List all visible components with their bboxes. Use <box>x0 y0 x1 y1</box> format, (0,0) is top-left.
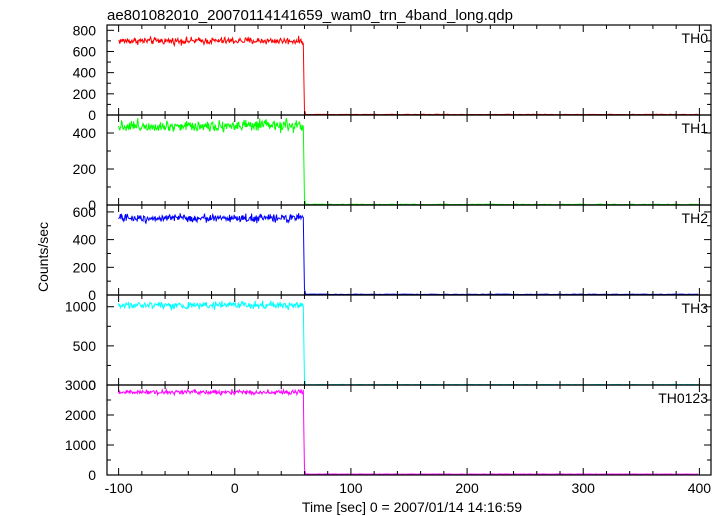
y-tick-label: 400 <box>73 65 97 81</box>
y-tick-label: 0 <box>88 107 96 123</box>
y-tick-label: 400 <box>73 232 97 248</box>
series-line-th2 <box>118 212 699 296</box>
y-tick-label: 500 <box>73 338 97 354</box>
y-axis-label: Counts/sec <box>35 222 51 292</box>
y-tick-label: 200 <box>73 161 97 177</box>
x-tick-label: 400 <box>688 480 712 496</box>
panel-frame <box>106 294 712 386</box>
y-tick-label: 3000 <box>65 377 96 393</box>
y-tick-label: 2000 <box>65 407 96 423</box>
series-line-th1 <box>118 118 699 206</box>
panel-th0123: 0 1000 2000 3000 TH0123 <box>65 377 712 483</box>
x-tick-label: 100 <box>339 480 363 496</box>
y-tick-label: 0 <box>88 197 96 213</box>
panel-th1: 0 200 400 TH1 <box>73 114 712 213</box>
panel-label-th2: TH2 <box>682 210 709 226</box>
y-tick-label: 1000 <box>65 299 96 315</box>
y-tick-label: 1000 <box>65 437 96 453</box>
x-tick-label: 200 <box>455 480 479 496</box>
panel-label-th0: TH0 <box>682 30 709 46</box>
y-tick-label: 600 <box>73 43 97 59</box>
panel-th2: 0 200 400 600 TH2 <box>73 204 712 303</box>
series-line-th3 <box>118 300 699 386</box>
panel-label-th1: TH1 <box>682 120 709 136</box>
y-tick-label: 200 <box>73 86 97 102</box>
panel-label-th3: TH3 <box>682 300 709 316</box>
series-line-th0123 <box>118 387 699 475</box>
panel-th0: 0 200 400 600 800 TH0 <box>73 22 712 123</box>
y-tick-label: 0 <box>88 467 96 483</box>
x-tick-label: -100 <box>105 480 133 496</box>
y-tick-label: 200 <box>73 259 97 275</box>
y-tick-label: 600 <box>73 204 97 220</box>
panel-th3: 0 500 1000 TH3 <box>65 294 712 393</box>
y-tick-label: 800 <box>73 22 97 38</box>
y-tick-label: 400 <box>73 125 97 141</box>
chart-title: ae801082010_20070114141659_wam0_trn_4ban… <box>107 7 513 24</box>
x-axis-label: Time [sec] 0 = 2007/01/14 14:16:59 <box>302 499 522 515</box>
x-tick-label: 0 <box>231 480 239 496</box>
panel-label-th0123: TH0123 <box>658 390 708 406</box>
series-line-th0 <box>118 35 699 116</box>
x-tick-label: 300 <box>572 480 596 496</box>
panel-frame <box>106 24 712 116</box>
panel-frame <box>106 384 712 476</box>
y-tick-label: 0 <box>88 287 96 303</box>
y-tick-label: 0 <box>88 377 96 393</box>
